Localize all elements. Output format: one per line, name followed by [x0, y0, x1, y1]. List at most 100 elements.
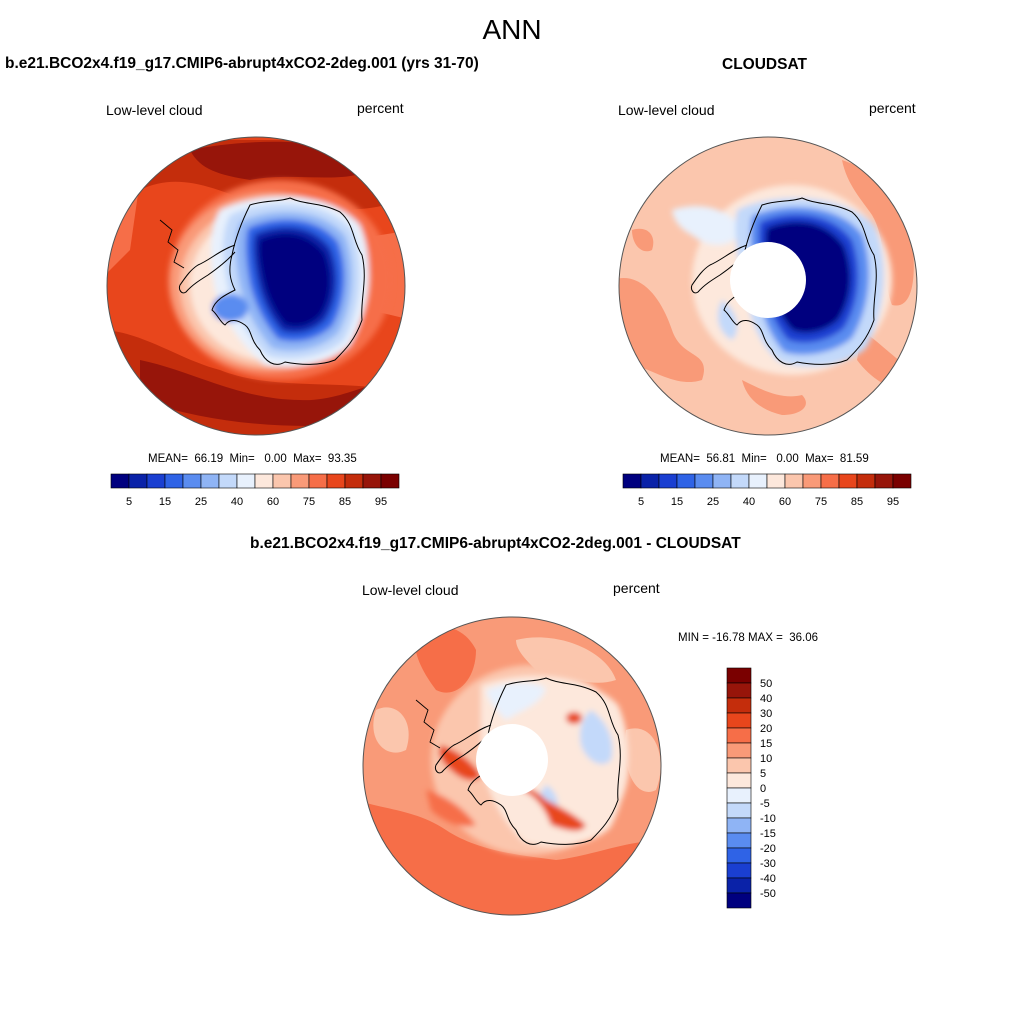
panel-1-colorbar-ticks: 5 15 25 40 60 75 85 95	[126, 496, 387, 508]
colorbar-box	[272, 473, 292, 489]
colorbar-tick-label: 15	[760, 738, 772, 750]
panel-2-colorbar-ticks: 5 15 25 40 60 75 85 95	[638, 496, 899, 508]
colorbar-tick-label: 15	[159, 496, 171, 508]
colorbar-box	[874, 473, 894, 489]
colorbar-box	[110, 473, 130, 489]
panel-1-colorbar: 5 15 25 40 60 75 85 95	[110, 473, 400, 508]
panel-3-variable-label: Low-level cloud	[362, 582, 459, 598]
colorbar-box	[748, 473, 768, 489]
colorbar-box	[726, 847, 752, 864]
colorbar-tick-label: 5	[638, 496, 644, 508]
colorbar-tick-label: 25	[195, 496, 207, 508]
colorbar-box	[726, 802, 752, 819]
panel-2-colorbar: 5 15 25 40 60 75 85 95	[622, 473, 912, 508]
colorbar-box	[726, 727, 752, 744]
colorbar-box	[838, 473, 858, 489]
colorbar-tick-label: 85	[339, 496, 351, 508]
colorbar-box	[892, 473, 912, 489]
colorbar-box	[726, 682, 752, 699]
colorbar-box	[658, 473, 678, 489]
colorbar-box	[730, 473, 750, 489]
colorbar-tick-label: 5	[760, 768, 766, 780]
colorbar-tick-label: 60	[779, 496, 791, 508]
figure-title: ANN	[482, 14, 542, 45]
colorbar-tick-label: 5	[126, 496, 132, 508]
colorbar-tick-label: -50	[760, 888, 776, 900]
panel-1-stats: MEAN= 66.19 Min= 0.00 Max= 93.35	[148, 453, 357, 465]
colorbar-tick-label: -10	[760, 813, 776, 825]
colorbar-box	[726, 667, 752, 684]
panel-1-colorbar-boxes	[110, 473, 400, 489]
colorbar-tick-label: -30	[760, 858, 776, 870]
colorbar-tick-label: 75	[815, 496, 827, 508]
colorbar-box	[726, 697, 752, 714]
panel-3-title: b.e21.BCO2x4.f19_g17.CMIP6-abrupt4xCO2-2…	[250, 535, 741, 552]
panel-2-polar-map	[618, 136, 918, 436]
colorbar-tick-label: -5	[760, 798, 770, 810]
panel-3-units-label: percent	[613, 580, 660, 596]
colorbar-box	[726, 877, 752, 894]
colorbar-tick-label: 10	[760, 753, 772, 765]
colorbar-box	[726, 757, 752, 774]
panel-1-units-label: percent	[357, 100, 404, 116]
colorbar-box	[712, 473, 732, 489]
colorbar-box	[856, 473, 876, 489]
colorbar-box	[784, 473, 804, 489]
colorbar-box	[200, 473, 220, 489]
colorbar-tick-label: 30	[760, 708, 772, 720]
colorbar-box	[128, 473, 148, 489]
colorbar-tick-label: 75	[303, 496, 315, 508]
colorbar-box	[726, 892, 752, 909]
colorbar-box	[726, 772, 752, 789]
colorbar-tick-label: 40	[743, 496, 755, 508]
colorbar-box	[182, 473, 202, 489]
colorbar-box	[362, 473, 382, 489]
panel-1-title: b.e21.BCO2x4.f19_g17.CMIP6-abrupt4xCO2-2…	[5, 55, 479, 72]
colorbar-box	[640, 473, 660, 489]
colorbar-tick-label: -40	[760, 873, 776, 885]
colorbar-tick-label: 95	[375, 496, 387, 508]
panel-3-colorbar-boxes	[726, 667, 752, 909]
colorbar-tick-label: -20	[760, 843, 776, 855]
panel-2-stats: MEAN= 56.81 Min= 0.00 Max= 81.59	[660, 453, 869, 465]
colorbar-tick-label: 0	[760, 783, 766, 795]
colorbar-box	[726, 742, 752, 759]
colorbar-box	[726, 862, 752, 879]
colorbar-box	[802, 473, 822, 489]
colorbar-box	[726, 787, 752, 804]
colorbar-box	[218, 473, 238, 489]
panel-3-polar-map	[362, 616, 662, 916]
colorbar-box	[726, 712, 752, 729]
colorbar-box	[726, 817, 752, 834]
panel-2-title: CLOUDSAT	[722, 56, 807, 73]
colorbar-tick-label: 15	[671, 496, 683, 508]
colorbar-tick-label: 85	[851, 496, 863, 508]
colorbar-box	[622, 473, 642, 489]
colorbar-tick-label: 95	[887, 496, 899, 508]
colorbar-box	[290, 473, 310, 489]
panel-3-stats: MIN = -16.78 MAX = 36.06	[678, 632, 818, 644]
panel-1-polar-map	[106, 136, 406, 436]
colorbar-box	[146, 473, 166, 489]
colorbar-box	[676, 473, 696, 489]
colorbar-box	[344, 473, 364, 489]
panel-1-variable-label: Low-level cloud	[106, 102, 203, 118]
panel-2-units-label: percent	[869, 100, 916, 116]
colorbar-box	[380, 473, 400, 489]
colorbar-tick-label: -15	[760, 828, 776, 840]
colorbar-box	[308, 473, 328, 489]
colorbar-tick-label: 20	[760, 723, 772, 735]
colorbar-box	[164, 473, 184, 489]
colorbar-tick-label: 40	[760, 693, 772, 705]
colorbar-tick-label: 60	[267, 496, 279, 508]
colorbar-box	[820, 473, 840, 489]
colorbar-box	[326, 473, 346, 489]
panel-2-variable-label: Low-level cloud	[618, 102, 715, 118]
colorbar-box	[726, 832, 752, 849]
colorbar-tick-label: 25	[707, 496, 719, 508]
colorbar-box	[236, 473, 256, 489]
colorbar-tick-label: 50	[760, 678, 772, 690]
colorbar-box	[254, 473, 274, 489]
